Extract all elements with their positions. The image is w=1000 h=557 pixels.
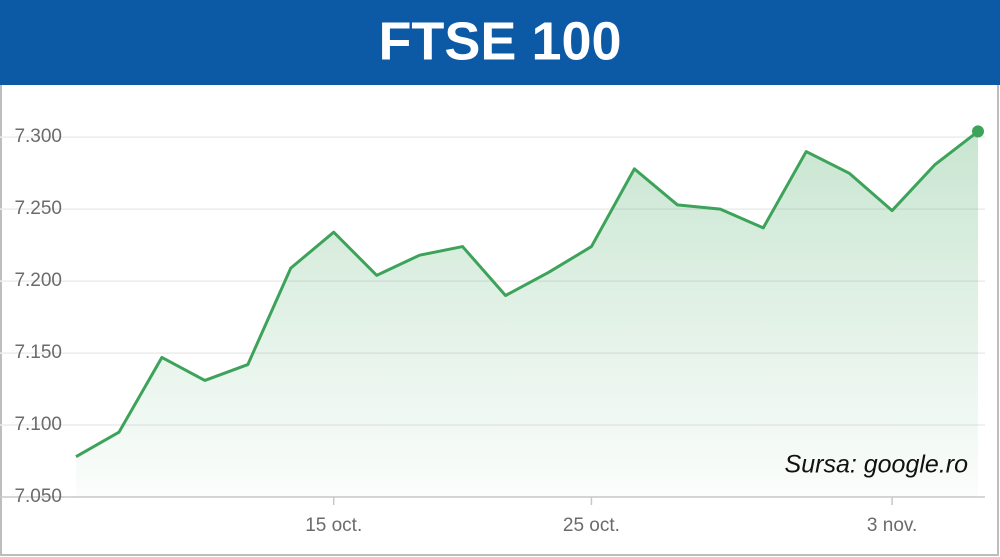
y-tick-label: 7.250 [14,198,62,219]
y-tick-label: 7.200 [14,270,62,291]
x-tick-label: 3 nov. [867,515,917,536]
x-tick-label: 25 oct. [563,515,620,536]
x-tick-label: 15 oct. [305,515,362,536]
y-tick-label: 7.100 [14,414,62,435]
header-bar [0,0,1000,85]
y-tick-label: 7.300 [14,126,62,147]
line [75,130,979,459]
chart-title: FTSE 100 [378,11,621,71]
y-tick-label: 7.150 [14,342,62,363]
y-tick-label: 7.050 [14,486,62,507]
source-note: Sursa: google.ro [785,451,969,479]
area [76,131,978,497]
end-point [972,125,984,138]
